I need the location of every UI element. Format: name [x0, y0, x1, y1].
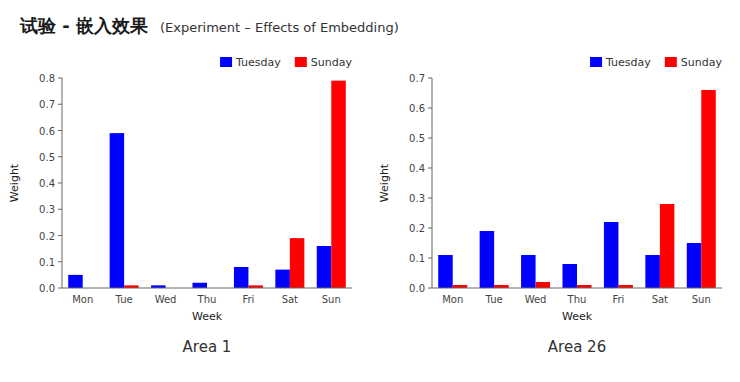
- legend-swatch: [590, 57, 602, 67]
- x-tick-label: Tue: [115, 294, 133, 305]
- chart-title: Area 26: [548, 338, 606, 356]
- x-tick-label: Wed: [525, 294, 547, 305]
- legend-label: Sunday: [681, 56, 723, 69]
- y-tick-label: 0.1: [409, 253, 425, 264]
- x-tick-label: Thu: [567, 294, 587, 305]
- bar: [234, 267, 249, 288]
- y-axis: [432, 78, 433, 288]
- y-tick: [58, 183, 62, 184]
- bar: [275, 270, 290, 288]
- y-tick: [58, 104, 62, 105]
- y-tick: [428, 138, 432, 139]
- y-tick: [58, 156, 62, 157]
- y-tick-label: 0.5: [39, 152, 55, 163]
- y-tick-label: 0.4: [409, 163, 425, 174]
- legend-swatch: [220, 57, 232, 67]
- legend: Tuesday Sunday: [220, 56, 352, 69]
- x-tick-label: Wed: [155, 294, 177, 305]
- chart-title: Area 1: [183, 338, 232, 356]
- y-tick: [428, 258, 432, 259]
- legend: Tuesday Sunday: [590, 56, 722, 69]
- y-axis-label: Weight: [8, 163, 21, 202]
- y-tick: [428, 168, 432, 169]
- chart-root: 试验 - 嵌入效果 (Experiment – Effects of Embedd…: [0, 0, 740, 382]
- y-tick-label: 0.0: [409, 283, 425, 294]
- y-tick: [428, 288, 432, 289]
- y-tick: [58, 235, 62, 236]
- bar: [536, 282, 551, 288]
- x-tick-label: Fri: [612, 294, 624, 305]
- y-tick-label: 0.7: [409, 73, 425, 84]
- title: 试验 - 嵌入效果: [19, 15, 149, 36]
- y-tick: [428, 228, 432, 229]
- bar: [687, 243, 702, 288]
- bar: [645, 255, 660, 288]
- legend-label: Sunday: [311, 56, 353, 69]
- x-axis-label: Week: [192, 310, 223, 323]
- y-tick-label: 0.8: [39, 73, 55, 84]
- x-tick-label: Sun: [692, 294, 711, 305]
- bar: [701, 90, 716, 288]
- y-tick-label: 0.2: [39, 231, 55, 242]
- bar: [193, 283, 208, 288]
- subtitle: (Experiment – Effects of Embedding): [160, 20, 399, 35]
- bar: [290, 238, 305, 288]
- y-tick-label: 0.6: [39, 126, 55, 137]
- y-tick-label: 0.7: [39, 99, 55, 110]
- y-tick-label: 0.3: [409, 193, 425, 204]
- x-tick-label: Fri: [242, 294, 254, 305]
- bar: [68, 275, 83, 288]
- x-tick-label: Mon: [442, 294, 463, 305]
- x-tick-label: Tue: [485, 294, 503, 305]
- bar: [438, 255, 453, 288]
- legend-item: Tuesday: [590, 56, 651, 69]
- y-tick: [58, 209, 62, 210]
- chart-panel: 0.0 0.1 0.2 0.3 0.4 0.5 0.6 0.7 Mon Tue Wed Thu Fri S…: [378, 56, 722, 356]
- bar: [604, 222, 619, 288]
- y-tick-label: 0.4: [39, 178, 55, 189]
- y-tick: [428, 198, 432, 199]
- bar: [521, 255, 536, 288]
- bar: [480, 231, 495, 288]
- y-axis-label: Weight: [378, 163, 391, 202]
- y-tick: [428, 78, 432, 79]
- legend-item: Tuesday: [220, 56, 281, 69]
- legend-item: Sunday: [665, 56, 723, 69]
- legend-label: Tuesday: [235, 56, 281, 69]
- y-tick-label: 0.3: [39, 204, 55, 215]
- bar: [660, 204, 675, 288]
- x-tick-label: Thu: [197, 294, 217, 305]
- x-tick-label: Mon: [72, 294, 93, 305]
- y-tick-label: 0.0: [39, 283, 55, 294]
- y-tick-label: 0.2: [409, 223, 425, 234]
- legend-swatch: [665, 57, 677, 67]
- y-tick: [58, 130, 62, 131]
- bars: [68, 81, 346, 288]
- legend-item: Sunday: [295, 56, 353, 69]
- y-axis: [62, 78, 63, 288]
- y-tick: [58, 261, 62, 262]
- chart-panel: 0.0 0.1 0.2 0.3 0.4 0.5 0.6 0.7 0.8 Mon Tue Wed Thu F…: [8, 56, 352, 356]
- x-tick-label: Sat: [282, 294, 298, 305]
- bar: [110, 133, 125, 288]
- bars: [438, 90, 716, 288]
- legend-label: Tuesday: [605, 56, 651, 69]
- y-tick-label: 0.1: [39, 257, 55, 268]
- x-tick-label: Sat: [652, 294, 668, 305]
- y-tick: [58, 78, 62, 79]
- bar: [317, 246, 332, 288]
- y-tick-label: 0.6: [409, 103, 425, 114]
- x-axis: [62, 288, 352, 289]
- bar: [563, 264, 578, 288]
- y-tick-label: 0.5: [409, 133, 425, 144]
- y-tick: [58, 288, 62, 289]
- x-tick-label: Sun: [322, 294, 341, 305]
- legend-swatch: [295, 57, 307, 67]
- x-axis: [432, 288, 722, 289]
- y-tick: [428, 108, 432, 109]
- x-axis-label: Week: [562, 310, 593, 323]
- bar: [331, 81, 346, 288]
